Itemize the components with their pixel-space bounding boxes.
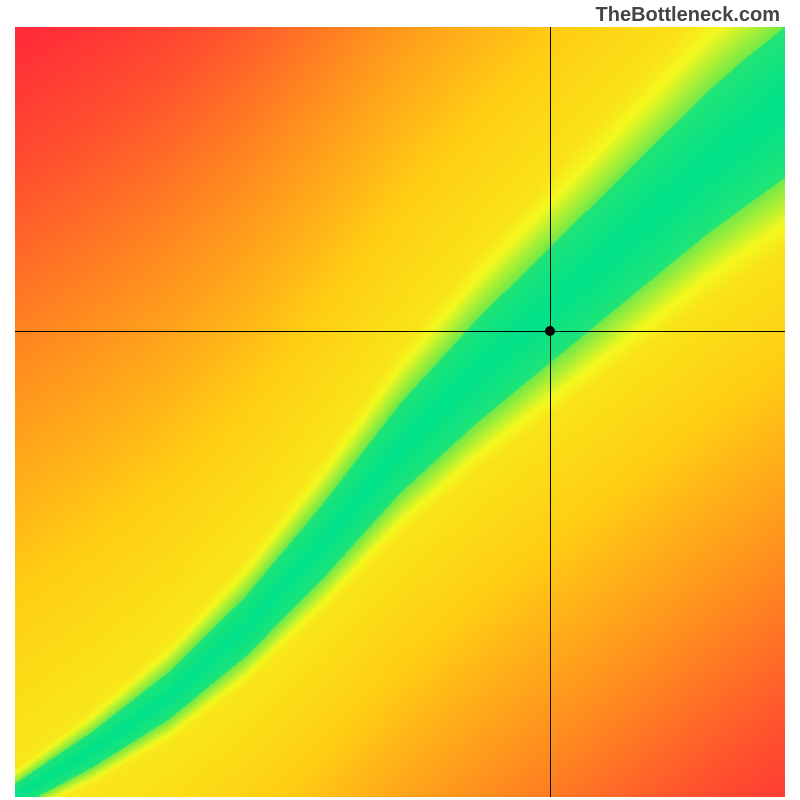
bottleneck-heatmap	[15, 27, 785, 797]
crosshair-marker	[545, 326, 555, 336]
crosshair-vertical	[550, 27, 551, 797]
crosshair-horizontal	[15, 331, 785, 332]
heatmap-canvas	[15, 27, 785, 797]
watermark-text: TheBottleneck.com	[596, 4, 780, 27]
